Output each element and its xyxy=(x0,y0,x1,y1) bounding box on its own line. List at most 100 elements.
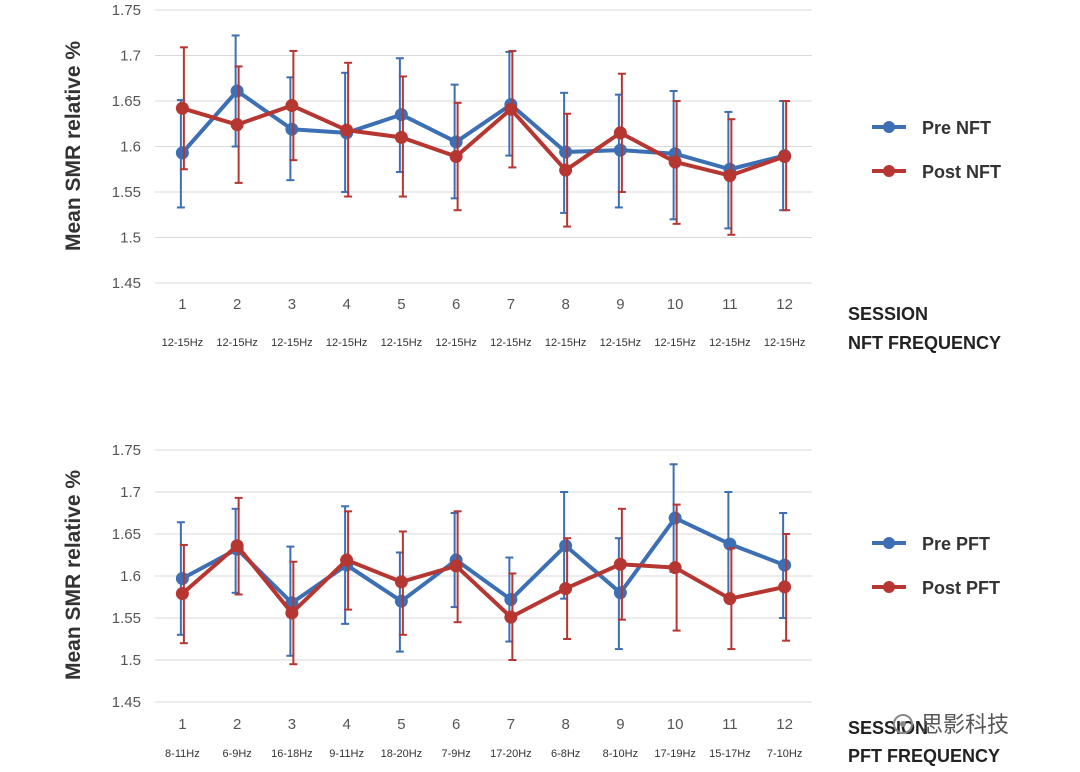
x-tick-label: 2 xyxy=(233,296,241,313)
side-label: NFT FREQUENCY xyxy=(848,333,1001,353)
data-point xyxy=(504,610,518,624)
data-point xyxy=(285,122,299,136)
data-point xyxy=(449,559,463,573)
x-tick-label: 9 xyxy=(616,296,624,313)
x-tick-label: 5 xyxy=(397,716,405,733)
frequency-label: 16-18Hz xyxy=(271,748,313,760)
data-point xyxy=(230,118,244,132)
data-point xyxy=(613,557,627,571)
x-tick-label: 4 xyxy=(342,296,350,313)
x-tick-label: 8 xyxy=(561,716,569,733)
data-point xyxy=(394,594,408,608)
y-tick-label: 1.55 xyxy=(112,610,141,627)
data-point xyxy=(668,511,682,525)
y-tick-label: 1.75 xyxy=(112,442,141,459)
legend-label: Pre NFT xyxy=(922,118,991,138)
x-tick-label: 7 xyxy=(507,716,515,733)
frequency-label: 6-9Hz xyxy=(222,748,251,760)
y-tick-label: 1.45 xyxy=(112,694,141,711)
data-point xyxy=(559,539,573,553)
data-point xyxy=(175,146,189,160)
data-point xyxy=(449,135,463,149)
frequency-label: 15-17Hz xyxy=(709,748,751,760)
frequency-label: 12-15Hz xyxy=(490,337,532,349)
data-point xyxy=(504,593,518,607)
legend-label: Pre PFT xyxy=(922,534,990,554)
legend-label: Post NFT xyxy=(922,162,1001,182)
y-axis-label: Mean SMR relative % xyxy=(62,41,85,251)
x-tick-label: 5 xyxy=(397,296,405,313)
legend-label: Post PFT xyxy=(922,578,1000,598)
x-tick-label: 12 xyxy=(776,296,793,313)
watermark-text: 思影科技 xyxy=(921,713,1009,738)
y-axis-label: Mean SMR relative % xyxy=(62,470,85,680)
frequency-label: 12-15Hz xyxy=(381,337,423,349)
data-point xyxy=(723,169,737,183)
series-line xyxy=(181,103,786,178)
x-tick-label: 9 xyxy=(616,716,624,733)
x-tick-label: 3 xyxy=(288,716,296,733)
y-tick-label: 1.45 xyxy=(112,275,141,292)
frequency-label: 12-15Hz xyxy=(654,337,696,349)
series-line xyxy=(181,543,786,620)
data-point xyxy=(613,586,627,600)
y-tick-label: 1.65 xyxy=(112,93,141,110)
watermark: 思影科技 xyxy=(893,713,1009,738)
series-pre-pft xyxy=(175,463,792,657)
data-point xyxy=(394,575,408,589)
x-tick-label: 6 xyxy=(452,716,460,733)
data-point xyxy=(778,580,792,594)
side-label: SESSION xyxy=(848,718,928,738)
watermark-icon-dot xyxy=(900,721,906,727)
y-tick-label: 1.6 xyxy=(120,139,141,156)
x-tick-label: 12 xyxy=(776,716,793,733)
frequency-label: 12-15Hz xyxy=(545,337,587,349)
x-tick-label: 10 xyxy=(667,296,684,313)
side-label: PFT FREQUENCY xyxy=(848,746,1000,766)
data-point xyxy=(723,592,737,606)
frequency-label: 17-20Hz xyxy=(490,748,532,760)
data-point xyxy=(394,108,408,122)
data-point xyxy=(230,539,244,553)
x-tick-label: 6 xyxy=(452,296,460,313)
frequency-label: 12-15Hz xyxy=(271,337,313,349)
x-tick-label: 1 xyxy=(178,296,186,313)
y-tick-label: 1.7 xyxy=(120,484,141,501)
nft-chart: 1.45 1.5 1.55 1.6 1.65 1.7 1.75 Mean SMR relati… xyxy=(62,2,1001,353)
data-point xyxy=(175,572,189,586)
y-tick-label: 1.6 xyxy=(120,568,141,585)
frequency-label: 18-20Hz xyxy=(381,748,423,760)
data-point xyxy=(613,126,627,140)
legend-marker xyxy=(883,121,895,133)
x-tick-label: 1 xyxy=(178,716,186,733)
data-point xyxy=(285,606,299,620)
y-tick-label: 1.5 xyxy=(120,230,141,247)
y-tick-label: 1.55 xyxy=(112,184,141,201)
data-point xyxy=(340,123,354,137)
data-point xyxy=(668,155,682,169)
data-point xyxy=(559,145,573,159)
data-point xyxy=(449,150,463,164)
frequency-label: 12-15Hz xyxy=(709,337,751,349)
pft-chart: 1.45 1.5 1.55 1.6 1.65 1.7 1.75 Mean SMR relati… xyxy=(62,442,1000,766)
data-point xyxy=(175,101,189,115)
data-point xyxy=(340,553,354,567)
frequency-label: 9-11Hz xyxy=(329,748,364,760)
side-label: SESSION xyxy=(848,304,928,324)
legend-marker xyxy=(883,165,895,177)
data-point xyxy=(668,561,682,575)
watermark-icon xyxy=(893,714,913,734)
frequency-label: 12-15Hz xyxy=(600,337,642,349)
data-point xyxy=(559,582,573,596)
frequency-label: 17-19Hz xyxy=(654,748,696,760)
data-point xyxy=(504,102,518,116)
data-point xyxy=(559,163,573,177)
legend-marker xyxy=(883,537,895,549)
y-tick-label: 1.5 xyxy=(120,652,141,669)
frequency-label: 12-15Hz xyxy=(162,337,204,349)
legend-marker xyxy=(883,581,895,593)
data-point xyxy=(613,143,627,157)
frequency-label: 12-15Hz xyxy=(435,337,477,349)
data-point xyxy=(230,84,244,98)
